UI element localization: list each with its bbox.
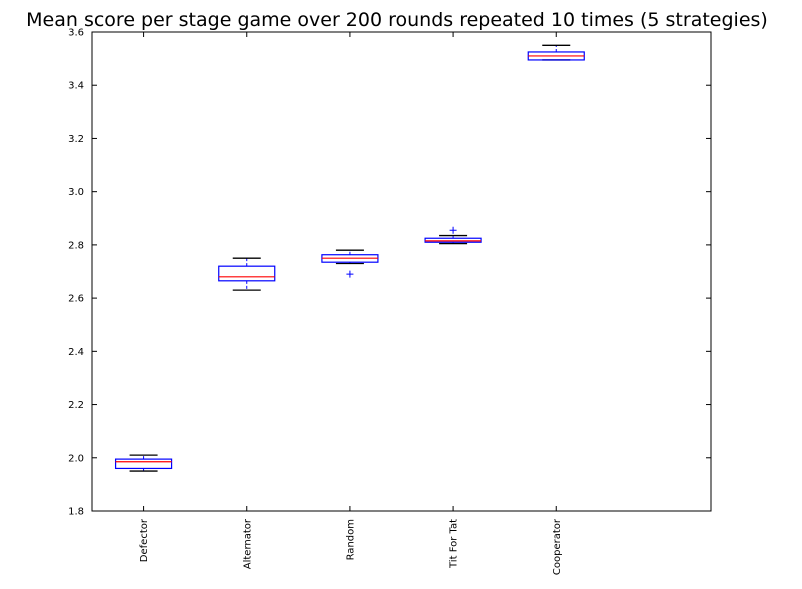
x-tick-label: Tit For Tat (449, 519, 460, 569)
box-alternator (218, 265, 276, 282)
x-tick-label: Random (345, 519, 356, 560)
x-tick-label: Cooperator (552, 518, 563, 575)
y-tick-label: 3.2 (68, 134, 84, 145)
y-tick-label: 2.0 (68, 453, 84, 464)
y-tick-label: 2.2 (68, 400, 84, 411)
plot-area: 1.8 2.0 2.2 2.4 2.6 2.8 3.0 3.2 3.4 3.6 Defector Al… (68, 28, 711, 575)
y-tick-label: 3.0 (68, 187, 84, 198)
y-tick-label: 2.6 (68, 294, 84, 305)
outlier-point (346, 270, 354, 278)
outlier-point (449, 226, 457, 234)
y-tick-label: 2.8 (68, 240, 84, 251)
y-tick-label: 1.8 (68, 507, 84, 518)
y-tick-label: 3.4 (68, 81, 84, 92)
box-tit-for-tat (424, 237, 482, 243)
x-tick-label: Defector (139, 518, 150, 562)
plot-frame (91, 31, 712, 512)
x-tick-label: Alternator (242, 518, 253, 569)
y-tick-label: 2.4 (68, 347, 84, 358)
chart-title: Mean score per stage game over 200 round… (26, 9, 768, 31)
y-tick-label: 3.6 (68, 28, 84, 39)
box-defector (114, 458, 173, 470)
